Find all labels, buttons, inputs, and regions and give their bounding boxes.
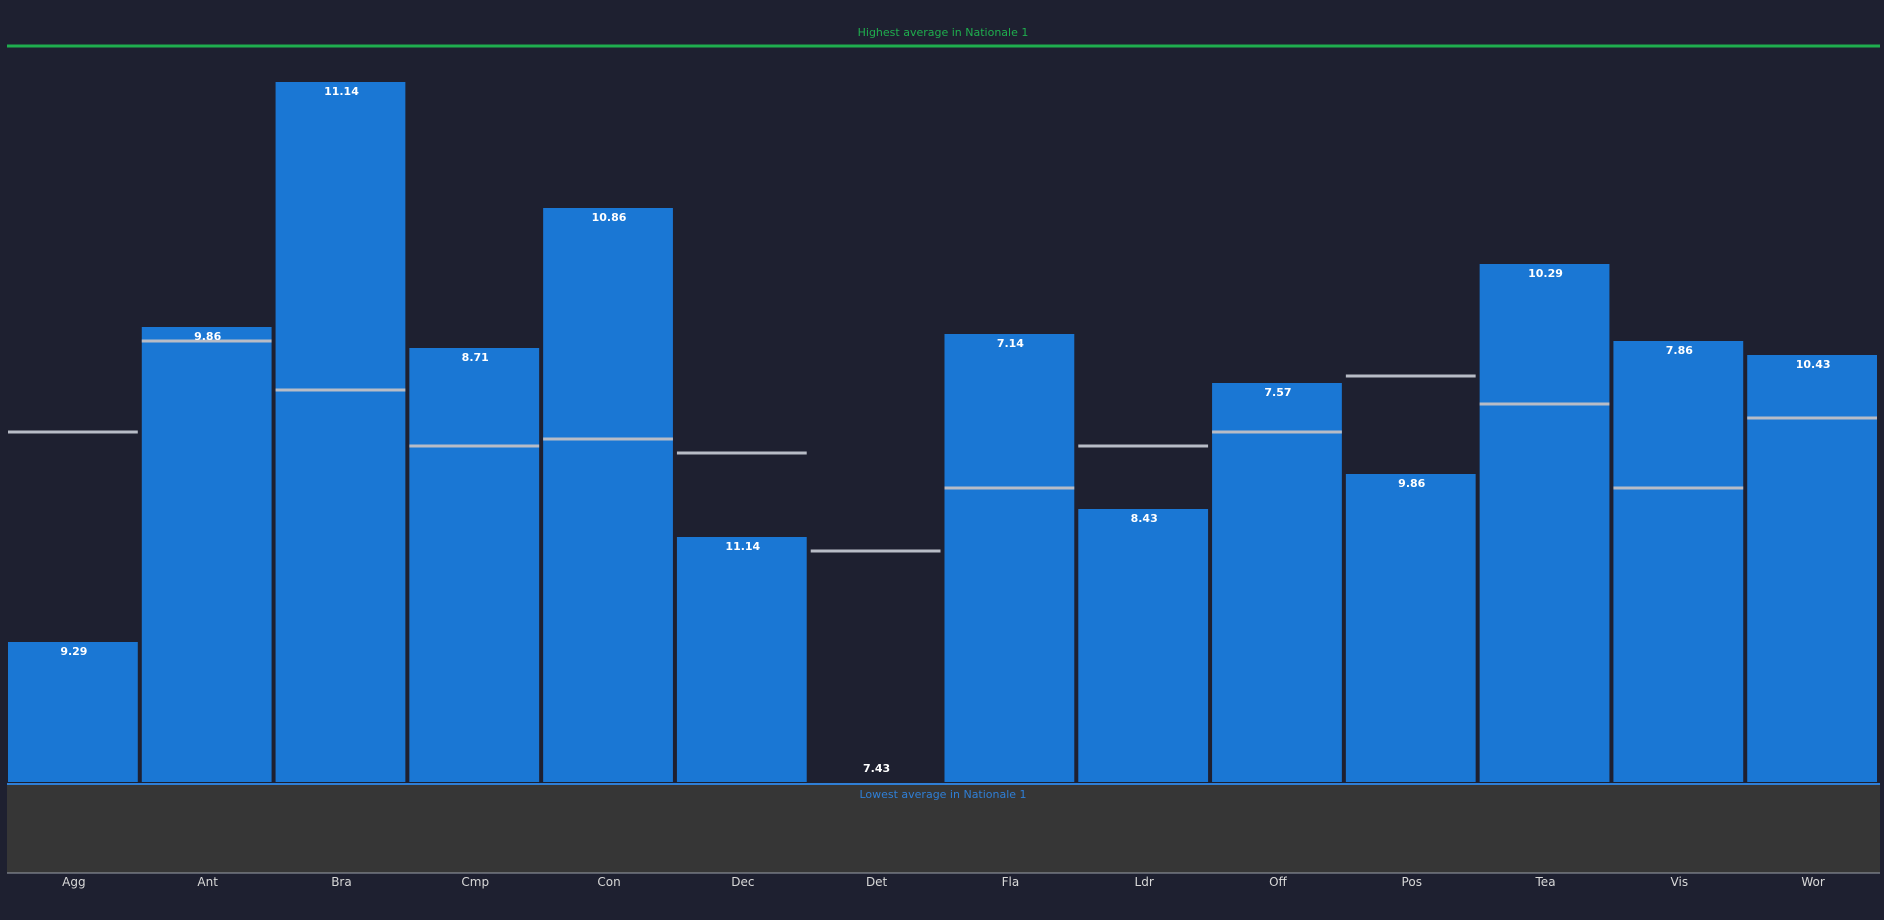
bars-group: 9.29 9.86 11.14 8.71 10.86 11.14 7.43 7.14 8.43 7… <box>8 82 1877 782</box>
bar-tea <box>1479 264 1610 782</box>
bar-ldr <box>1078 509 1209 782</box>
bar-bra <box>275 82 406 782</box>
x-tick-label-agg: Agg <box>62 875 85 889</box>
value-label-pos: 9.86 <box>1398 477 1425 490</box>
value-label-tea: 10.29 <box>1528 267 1563 280</box>
value-label-off: 7.57 <box>1264 386 1291 399</box>
value-label-fla: 7.14 <box>997 337 1024 350</box>
bar-wor <box>1747 355 1877 782</box>
x-tick-label-wor: Wor <box>1801 875 1825 889</box>
bar-pos <box>1345 474 1476 782</box>
lower-band <box>7 784 1880 873</box>
highest-average-label: Highest average in Nationale 1 <box>858 26 1029 39</box>
x-tick-label-dec: Dec <box>731 875 754 889</box>
bar-fla <box>944 334 1075 782</box>
bar-dec <box>676 537 807 782</box>
value-label-vis: 7.86 <box>1666 344 1693 357</box>
bar-con <box>543 208 673 782</box>
value-label-det: 7.43 <box>863 762 890 775</box>
value-label-cmp: 8.71 <box>462 351 489 364</box>
x-tick-labels: Agg Ant Bra Cmp Con Dec Det Fla Ldr Off Pos Tea Vis W… <box>62 875 1825 889</box>
x-tick-label-tea: Tea <box>1535 875 1556 889</box>
bar-cmp <box>409 348 540 782</box>
x-tick-label-ant: Ant <box>197 875 218 889</box>
value-label-ant: 9.86 <box>194 330 221 343</box>
bar-ant <box>141 327 272 782</box>
value-label-agg: 9.29 <box>60 645 87 658</box>
x-tick-label-off: Off <box>1269 875 1287 889</box>
bar-vis <box>1613 341 1744 782</box>
value-label-bra: 11.14 <box>324 85 359 98</box>
x-tick-label-det: Det <box>866 875 888 889</box>
x-tick-label-bra: Bra <box>331 875 352 889</box>
value-label-con: 10.86 <box>592 211 627 224</box>
value-label-dec: 11.14 <box>725 540 760 553</box>
x-tick-label-cmp: Cmp <box>461 875 489 889</box>
x-tick-label-ldr: Ldr <box>1135 875 1154 889</box>
value-label-wor: 10.43 <box>1796 358 1831 371</box>
value-label-ldr: 8.43 <box>1131 512 1158 525</box>
bar-off <box>1212 383 1342 782</box>
x-tick-label-fla: Fla <box>1002 875 1020 889</box>
x-tick-label-vis: Vis <box>1671 875 1689 889</box>
bar-agg <box>8 642 138 782</box>
x-tick-label-con: Con <box>597 875 620 889</box>
lowest-average-label: Lowest average in Nationale 1 <box>859 788 1026 801</box>
x-tick-label-pos: Pos <box>1402 875 1422 889</box>
